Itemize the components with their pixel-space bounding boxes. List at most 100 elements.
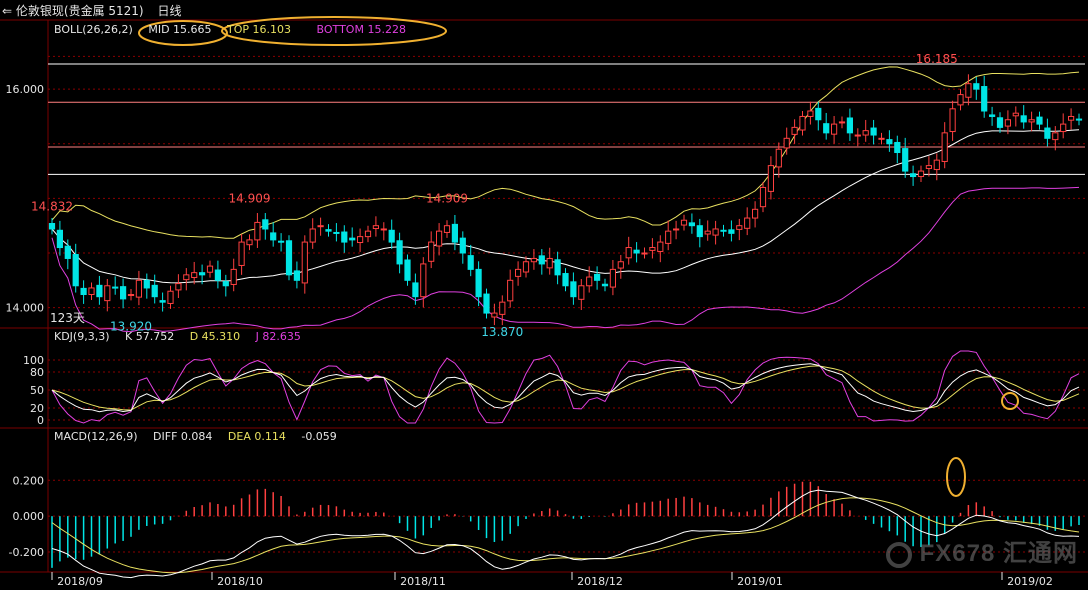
candle-body	[341, 231, 348, 243]
candle-body	[744, 217, 751, 229]
macd-diff-value: DIFF 0.084	[153, 430, 213, 443]
macd-diff-line	[51, 489, 1080, 579]
candle-body	[412, 282, 419, 298]
candle-body	[309, 228, 316, 243]
candle-body	[712, 228, 719, 236]
candle-body	[72, 254, 79, 287]
candle-body	[902, 148, 909, 172]
candle-body	[696, 225, 703, 238]
candle-body	[285, 240, 293, 276]
candle-body	[270, 232, 277, 241]
macd-label[interactable]: MACD(12,26,9)	[54, 430, 138, 443]
kdj-cross-highlight-circle	[1001, 392, 1019, 410]
candle-body	[838, 121, 846, 124]
candle-body	[1028, 119, 1035, 123]
price-tick-label: 14.000	[6, 302, 45, 315]
watermark: FX678 汇通网	[885, 533, 1078, 568]
candle-body	[854, 134, 861, 137]
date-axis-label: 2019/02	[1007, 575, 1053, 588]
candle-body	[1020, 115, 1027, 123]
candle-body	[491, 312, 498, 318]
candle-body	[870, 127, 877, 136]
candle-body	[112, 286, 119, 289]
kdj-j-value: J 82.635	[255, 330, 301, 343]
boll-top-line	[51, 66, 1080, 239]
price-annotation: 123天	[50, 311, 85, 325]
candle-body	[704, 230, 711, 235]
candle-body	[238, 241, 245, 266]
candle-body	[388, 229, 395, 243]
candle-body	[451, 223, 458, 243]
boll-label[interactable]: BOLL(26,26,2)	[54, 23, 133, 36]
candle-body	[278, 240, 285, 243]
candle-body	[767, 165, 774, 192]
candle-body	[499, 301, 506, 315]
candle-body	[88, 287, 95, 296]
candle-body	[894, 141, 901, 154]
candle-body	[372, 225, 379, 230]
price-annotation: 14.909	[426, 191, 468, 205]
kdj-d-line	[51, 365, 1080, 411]
candle-body	[191, 272, 198, 278]
macd-dea-value: DEA 0.114	[227, 430, 286, 443]
candle-body	[609, 268, 616, 288]
candle-body	[594, 273, 601, 281]
candle-body	[1060, 123, 1067, 133]
candle-body	[665, 230, 672, 244]
kdj-tick-label: 100	[23, 354, 44, 367]
candle-body	[1036, 116, 1043, 125]
candle-body	[230, 268, 237, 285]
candle-body	[657, 241, 664, 252]
candle-body	[815, 107, 822, 121]
candle-body	[420, 263, 427, 298]
candle-body	[333, 231, 340, 234]
candle-body	[1012, 112, 1019, 117]
candle-body	[1075, 118, 1083, 121]
chart-title: ⇐ 伦敦银现(贵金属 5121) 日线	[2, 2, 181, 19]
candle-body	[222, 281, 229, 287]
candle-body	[428, 241, 435, 262]
candle-body	[396, 240, 403, 265]
kdj-label[interactable]: KDJ(9,3,3)	[54, 330, 110, 343]
candle-body	[586, 276, 593, 287]
macd-tick-label: -0.200	[9, 546, 44, 559]
macd-dea-line	[51, 497, 1080, 574]
macd-hist-value: -0.059	[301, 430, 337, 443]
candle-body	[143, 279, 150, 289]
candle-body	[1004, 119, 1011, 127]
candle-body	[1044, 127, 1051, 139]
kdj-j-line	[51, 350, 1080, 424]
candle-body	[799, 115, 806, 131]
back-icon[interactable]: ⇐	[2, 4, 13, 18]
candle-body	[578, 285, 585, 300]
candle-body	[546, 257, 553, 269]
candle-body	[965, 83, 972, 98]
macd-cross-highlight-ellipse	[946, 457, 966, 497]
candle-body	[380, 228, 387, 231]
candle-body	[917, 170, 925, 178]
candle-body	[791, 126, 798, 135]
candle-body	[214, 269, 222, 281]
kdj-tick-label: 20	[30, 402, 44, 415]
date-axis-label: 2018/10	[217, 575, 263, 588]
candle-body	[625, 247, 632, 259]
candle-body	[436, 230, 443, 247]
boll-bottom-line	[51, 186, 1080, 333]
timeframe-selector[interactable]: 日线	[157, 4, 182, 18]
candle-body	[823, 123, 830, 134]
candle-body	[641, 252, 648, 255]
candle-body	[151, 284, 158, 298]
candle-body	[301, 241, 308, 284]
watermark-text: FX678 汇通网	[919, 540, 1078, 567]
candle-body	[507, 279, 514, 302]
date-axis-label: 2019/01	[737, 575, 783, 588]
candle-body	[1068, 115, 1075, 121]
boll-mid-highlight-ellipse	[138, 20, 228, 46]
candle-body	[80, 287, 87, 296]
kdj-tick-label: 80	[30, 366, 44, 379]
kdj-d-value: D 45.310	[189, 330, 241, 343]
macd-tick-label: 0.200	[13, 474, 45, 487]
candle-body	[475, 268, 482, 298]
candle-body	[878, 137, 885, 140]
